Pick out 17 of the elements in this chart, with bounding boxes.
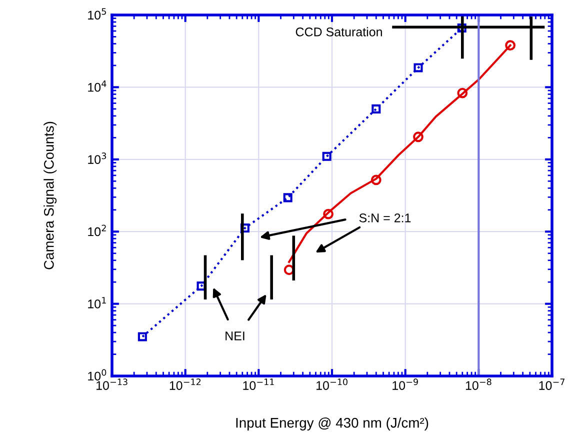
x-tick-label: 10$^{−12}$ (170, 378, 201, 390)
y-tick-label: 10$^{0}$ (88, 369, 106, 381)
y-axis-title: Camera Signal (Counts) (44, 122, 57, 270)
x-tick-label: 10$^{−11}$ (243, 378, 274, 390)
y-tick-label: 10$^{5}$ (88, 8, 106, 20)
annotation: S:N = 2:1 (359, 214, 411, 222)
x-axis-title: Input Energy @ 430 nm (J/cm²) (236, 418, 428, 430)
y-tick-label: 10$^{2}$ (88, 224, 106, 236)
y-tick-label: 10$^{1}$ (88, 297, 106, 308)
x-tick-label: 10$^{−8}$ (466, 378, 492, 390)
annotation: NEI (226, 332, 244, 340)
x-tick-label: 10$^{−7}$ (539, 378, 564, 390)
y-tick-label: 10$^{4}$ (88, 80, 106, 92)
x-tick-label: 10$^{−10}$ (316, 378, 348, 390)
annotation: CCD Saturation (296, 27, 382, 36)
x-tick-label: 10$^{−9}$ (392, 378, 418, 390)
y-tick-label: 10$^{3}$ (88, 152, 106, 164)
